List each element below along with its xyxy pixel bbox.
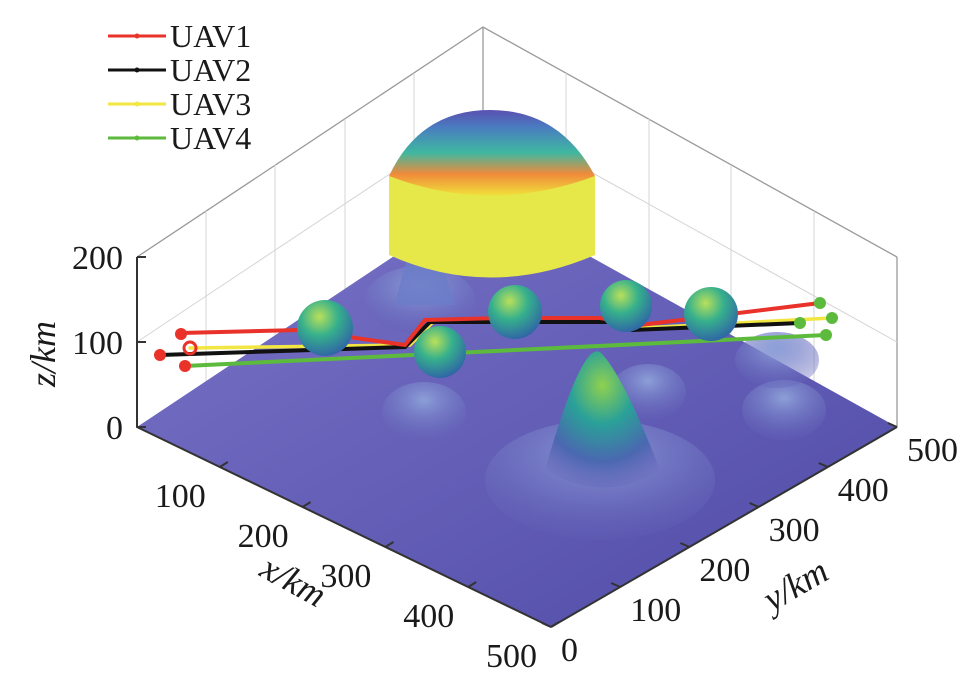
- z-tick-label: 200: [72, 240, 123, 277]
- y-axis-ticks: 0 100 200 300 400 500: [541, 422, 958, 669]
- y-tick-mark: [749, 502, 760, 508]
- uav3-end: [826, 312, 838, 324]
- legend-label-uav2: UAV2: [170, 52, 251, 88]
- legend-label-uav4: UAV4: [170, 120, 251, 156]
- sphere-obstacle: [600, 280, 652, 332]
- x-tick-mark: [550, 621, 560, 628]
- trajectory-endpoints: [154, 297, 838, 372]
- y-tick-label: 200: [699, 552, 750, 589]
- sphere-obstacle: [414, 326, 466, 378]
- y-tick-mark: [887, 422, 898, 428]
- legend-marker-uav4: [134, 135, 140, 141]
- y-tick-label: 100: [630, 592, 681, 629]
- z-axis-ticks: 0 100 200: [72, 240, 146, 447]
- y-tick-mark: [610, 582, 621, 588]
- legend-label-uav1: UAV1: [170, 18, 251, 54]
- x-tick-mark: [467, 581, 477, 588]
- y-tick-label: 500: [907, 432, 958, 469]
- z-axis-label: z/km: [23, 321, 63, 388]
- y-tick-label: 300: [769, 512, 820, 549]
- legend-marker-uav2: [134, 67, 140, 73]
- cylinder-obstacle: [389, 110, 595, 278]
- y-tick-label: 0: [561, 632, 578, 669]
- uav4-end: [820, 329, 832, 341]
- x-tick-label: 300: [320, 558, 371, 595]
- x-tick-label: 100: [155, 478, 206, 515]
- z-tick-label: 0: [106, 410, 123, 447]
- legend-label-uav3: UAV3: [170, 86, 251, 122]
- uav4-start: [179, 360, 191, 372]
- x-tick-mark: [384, 541, 394, 548]
- uav2-start: [154, 349, 166, 361]
- x-tick-label: 400: [403, 598, 454, 635]
- sphere-obstacle: [297, 300, 353, 356]
- x-axis-label: x/km: [253, 547, 333, 615]
- legend-marker-uav1: [134, 33, 140, 39]
- y-tick-label: 400: [838, 472, 889, 509]
- x-tick-label: 200: [238, 518, 289, 555]
- z-tick-label: 100: [72, 325, 123, 362]
- y-tick-mark: [679, 542, 690, 548]
- legend-marker-uav3: [134, 101, 140, 107]
- sphere-obstacle: [488, 285, 542, 339]
- sphere-obstacles: [297, 280, 738, 378]
- uav1-start: [175, 328, 187, 340]
- x-tick-label: 500: [486, 638, 537, 675]
- y-axis-label: y/km: [753, 550, 834, 620]
- x-axis-ticks: 100 200 300 400 500: [155, 461, 560, 675]
- series-uav4-path: [183, 333, 828, 368]
- x-tick-mark: [302, 501, 312, 508]
- uav3-start: [182, 340, 198, 356]
- y-tick-mark: [541, 622, 552, 628]
- sphere-obstacle: [684, 287, 738, 341]
- uav1-end: [814, 297, 826, 309]
- terrain-peak: [545, 351, 660, 488]
- y-tick-mark: [818, 462, 829, 468]
- uav2-end: [794, 317, 806, 329]
- x-tick-mark: [219, 461, 229, 468]
